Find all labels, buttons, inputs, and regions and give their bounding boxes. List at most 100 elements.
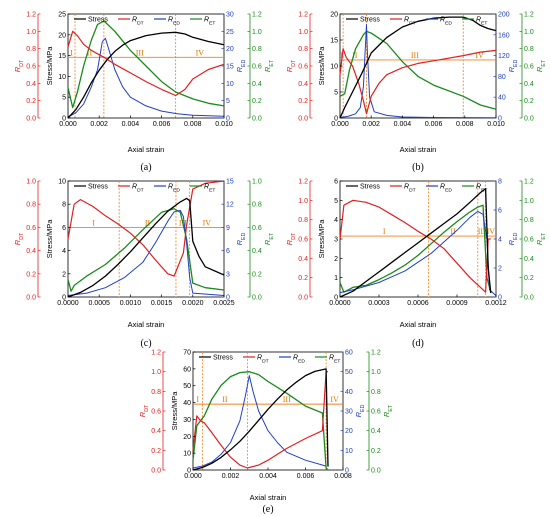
legend-sub: DT: [262, 358, 269, 364]
rdt-axis-title-sub: DT: [19, 232, 25, 240]
x-axis-title: Axial strain: [400, 320, 437, 329]
x-tick-label: 0.000: [184, 473, 202, 480]
rdt-axis-title-main: R: [13, 239, 22, 245]
ret-tick-label: 1.0: [252, 29, 262, 36]
stress-tick-label: 4: [334, 217, 338, 224]
ret-tick-label: 0.0: [252, 295, 262, 302]
stage-label-i: I: [196, 395, 199, 404]
x-tick-label: 0.0000: [57, 300, 79, 307]
rdt-tick-label: 0.2: [26, 271, 36, 278]
ret-axis-title: RET: [535, 232, 547, 245]
x-tick-label: 0.002: [90, 121, 108, 128]
x-tick-label: 0.0025: [213, 300, 235, 307]
ret-tick-label: 0.4: [371, 428, 381, 435]
ret-tick-label: 1.2: [524, 12, 534, 19]
red-axis-title-text: RED: [235, 59, 247, 72]
stage-label-iii: III: [136, 48, 144, 57]
stress-tick-label: 15: [58, 53, 66, 60]
stress-tick-label: 10: [330, 64, 338, 71]
rdt-tick-label: 1.0: [151, 369, 161, 376]
stress-tick-label: 10: [58, 179, 66, 186]
ret-tick-label: 0.2: [252, 98, 262, 105]
rdt-axis-title-text: RDT: [13, 59, 25, 72]
ret-tick-label: 0.0: [371, 468, 381, 475]
legend-label-r-dt: RDT: [257, 355, 269, 365]
red-tick-label: 0: [498, 295, 502, 302]
legend-sub: DT: [137, 187, 144, 193]
rdt-tick-label: 0.8: [26, 46, 36, 53]
ret-axis-title-main: R: [535, 66, 544, 72]
series-r-dt-line: [192, 371, 328, 469]
legend-sub: DT: [409, 187, 416, 193]
ret-axis-title: RET: [382, 404, 394, 417]
legend-main: R: [168, 17, 173, 24]
ret-axis-title: RET: [535, 59, 547, 72]
chart-panel-3: I II III IV0.0000 0.0005 0.0010 0.0015 0.0020 0.…: [13, 179, 275, 350]
rdt-axis-title-text: RDT: [13, 232, 25, 245]
rdt-tick-label: 0.2: [26, 98, 36, 105]
series-r-et-line: [339, 204, 492, 293]
red-axis-title-text: RED: [354, 404, 366, 417]
rdt-tick-label: 0.8: [298, 46, 308, 53]
rdt-tick-label: 0.6: [298, 64, 308, 71]
legend-sub: ED: [445, 20, 452, 26]
ret-axis-title-sub: ET: [269, 232, 275, 240]
rdt-tick-label: 0.6: [26, 225, 36, 232]
rdt-tick-label: 0.2: [298, 275, 308, 282]
rdt-tick-label: 0.8: [26, 202, 36, 209]
red-tick-label: 9: [226, 225, 230, 232]
red-tick-label: 0: [226, 295, 230, 302]
ret-tick-label: 0.0: [524, 116, 534, 123]
legend-label-r-et: RET: [476, 17, 487, 27]
legend-main: R: [440, 184, 445, 191]
x-tick-label: 0.0006: [407, 300, 429, 307]
stage-label-ii: II: [352, 51, 358, 60]
ret-tick-label: 0.0: [252, 116, 262, 123]
legend-main: R: [440, 17, 445, 24]
legend-main: R: [293, 355, 298, 362]
red-tick-label: 50: [345, 369, 353, 376]
chart-panel-4: I II III IV0.0000 0.0003 0.0006 0.0009 0.0012Ax…: [285, 179, 547, 350]
x-tick-label: 0.0020: [182, 300, 204, 307]
ret-axis-title: RET: [263, 232, 275, 245]
ret-tick-label: 0.2: [524, 275, 534, 282]
x-tick-label: 0.002: [222, 473, 240, 480]
red-axis-title-sub: ED: [241, 232, 247, 240]
legend: Stress RDT RED RET: [346, 17, 487, 27]
rdt-axis-title-text: RDT: [285, 59, 297, 72]
stage-label-iv: IV: [330, 395, 339, 404]
rdt-axis-title-sub: DT: [291, 59, 297, 67]
ret-tick-label: 0.6: [371, 409, 381, 416]
ret-axis-title-sub: ET: [269, 59, 275, 67]
legend: Stress RDT RED RET: [74, 184, 215, 193]
legend-sub: ET: [209, 187, 215, 193]
red-tick-label: 30: [345, 409, 353, 416]
ret-axis-title-main: R: [263, 239, 272, 245]
rdt-tick-label: 1.0: [26, 179, 36, 186]
red-tick-label: 12: [226, 202, 234, 209]
chart-panel-1: I II III IV0.000 0.002 0.004 0.006 0.008 0.010Ax…: [13, 12, 275, 174]
rdt-tick-label: 1.2: [298, 12, 308, 19]
series-r-dt-line: [339, 48, 497, 115]
x-tick-label: 0.000: [59, 121, 77, 128]
rdt-axis-title: RDT: [13, 59, 25, 72]
stage-label-i: I: [70, 48, 73, 57]
red-axis-title-main: R: [235, 66, 244, 72]
red-tick-label: 160: [498, 32, 510, 39]
rdt-tick-label: 0.0: [26, 116, 36, 123]
stage-label-iv: IV: [203, 218, 212, 227]
red-axis-title-main: R: [507, 239, 516, 245]
red-tick-label: 20: [226, 46, 234, 53]
x-tick-label: 0.0010: [120, 300, 142, 307]
legend-main: R: [476, 184, 481, 191]
series-r-ed-line: [192, 375, 327, 469]
series-stress-line: [67, 197, 225, 298]
ret-axis-title-text: RET: [382, 404, 394, 417]
red-tick-label: 30: [226, 12, 234, 19]
ret-tick-label: 0.8: [524, 46, 534, 53]
rdt-tick-label: 1.2: [26, 12, 36, 19]
legend-main: R: [404, 17, 409, 24]
stress-tick-label: 20: [183, 434, 191, 441]
legend-label-stress: Stress: [88, 184, 108, 191]
